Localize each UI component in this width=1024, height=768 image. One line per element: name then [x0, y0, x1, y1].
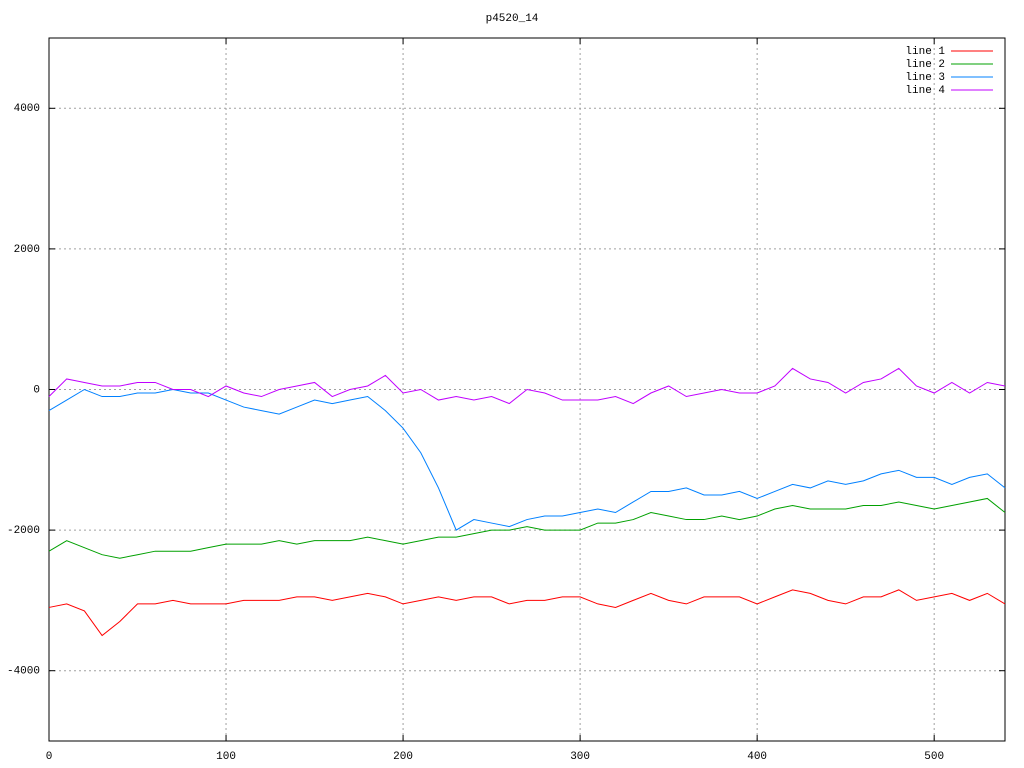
y-tick-label: -2000 — [7, 525, 40, 537]
y-tick-label: 2000 — [14, 244, 40, 256]
x-tick-label: 100 — [216, 751, 236, 763]
legend-label: line 3 — [905, 72, 945, 84]
series-line — [48, 388, 1006, 531]
series-line — [48, 497, 1006, 559]
chart-title: p4520_14 — [486, 13, 539, 25]
legend-label: line 1 — [905, 46, 945, 58]
x-tick-label: 200 — [393, 751, 413, 763]
x-tick-label: 400 — [747, 751, 767, 763]
legend-label: line 4 — [905, 85, 945, 97]
y-tick-label: -4000 — [7, 666, 40, 678]
series-line — [48, 589, 1006, 637]
plot-frame — [48, 37, 1006, 742]
y-tick-label: 4000 — [14, 103, 40, 115]
x-tick-label: 300 — [570, 751, 590, 763]
x-tick-label: 0 — [46, 751, 53, 763]
series-line — [48, 367, 1006, 405]
legend-label: line 2 — [905, 59, 945, 71]
x-tick-label: 500 — [924, 751, 944, 763]
y-tick-label: 0 — [33, 384, 40, 396]
